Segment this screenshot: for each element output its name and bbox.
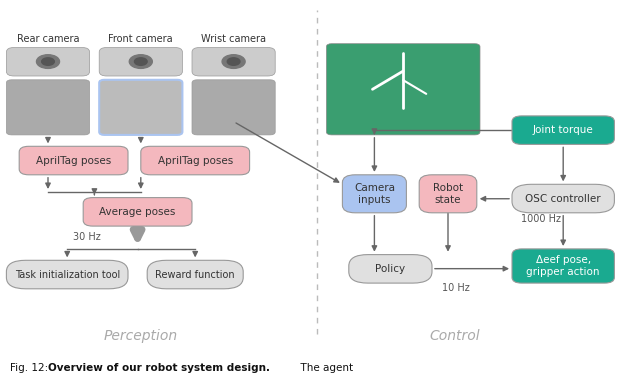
Text: The agent: The agent bbox=[294, 363, 353, 373]
Text: AprilTag poses: AprilTag poses bbox=[36, 155, 111, 166]
Text: Average poses: Average poses bbox=[99, 207, 176, 217]
FancyBboxPatch shape bbox=[6, 48, 90, 76]
Text: Task initialization tool: Task initialization tool bbox=[15, 269, 120, 280]
FancyBboxPatch shape bbox=[147, 260, 243, 289]
Text: Fig. 12:: Fig. 12: bbox=[10, 363, 51, 373]
Text: Reward function: Reward function bbox=[156, 269, 235, 280]
Text: Policy: Policy bbox=[375, 264, 406, 274]
Text: Perception: Perception bbox=[104, 329, 178, 343]
Circle shape bbox=[134, 58, 147, 65]
Text: OSC controller: OSC controller bbox=[525, 193, 601, 204]
FancyBboxPatch shape bbox=[19, 146, 128, 175]
Circle shape bbox=[36, 55, 60, 68]
FancyBboxPatch shape bbox=[512, 249, 614, 283]
FancyBboxPatch shape bbox=[349, 255, 432, 283]
FancyBboxPatch shape bbox=[141, 146, 250, 175]
Circle shape bbox=[129, 55, 152, 68]
Circle shape bbox=[227, 58, 240, 65]
FancyBboxPatch shape bbox=[512, 184, 614, 213]
Text: 10 Hz: 10 Hz bbox=[442, 283, 469, 293]
FancyBboxPatch shape bbox=[83, 198, 192, 226]
FancyBboxPatch shape bbox=[512, 116, 614, 144]
FancyBboxPatch shape bbox=[6, 80, 90, 135]
Text: AprilTag poses: AprilTag poses bbox=[157, 155, 233, 166]
FancyBboxPatch shape bbox=[342, 175, 406, 213]
FancyBboxPatch shape bbox=[99, 48, 182, 76]
Text: Joint torque: Joint torque bbox=[533, 125, 593, 135]
Text: Front camera: Front camera bbox=[109, 34, 173, 44]
Text: 1000 Hz: 1000 Hz bbox=[521, 214, 561, 223]
FancyBboxPatch shape bbox=[326, 44, 480, 135]
Text: Wrist camera: Wrist camera bbox=[201, 34, 266, 44]
Text: Overview of our robot system design.: Overview of our robot system design. bbox=[48, 363, 270, 373]
FancyBboxPatch shape bbox=[99, 80, 182, 135]
FancyBboxPatch shape bbox=[419, 175, 477, 213]
Circle shape bbox=[42, 58, 54, 65]
Text: 30 Hz: 30 Hz bbox=[72, 233, 100, 242]
Circle shape bbox=[222, 55, 245, 68]
Text: Control: Control bbox=[429, 329, 480, 343]
Text: Camera
inputs: Camera inputs bbox=[354, 183, 395, 205]
Text: Δeef pose,
gripper action: Δeef pose, gripper action bbox=[527, 255, 600, 277]
Text: Rear camera: Rear camera bbox=[17, 34, 79, 44]
Text: Robot
state: Robot state bbox=[433, 183, 463, 205]
FancyBboxPatch shape bbox=[192, 80, 275, 135]
FancyBboxPatch shape bbox=[6, 260, 128, 289]
FancyBboxPatch shape bbox=[192, 48, 275, 76]
